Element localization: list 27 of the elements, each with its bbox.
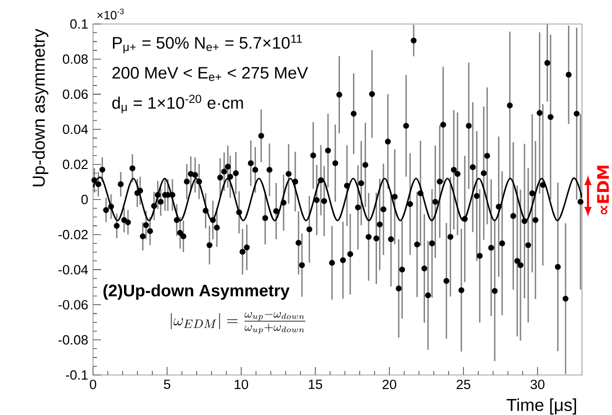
y-axis-title: Up-down asymmetry — [32, 28, 48, 186]
x-tick-label: 20 — [382, 380, 396, 390]
y-tick-label: 0.04 — [62, 124, 88, 134]
y-tick-label: -0.08 — [58, 335, 88, 345]
x-axis-title: Time [μs] — [506, 398, 576, 415]
annotation: 200 MeV < E$_{e+}$ < 275 MeV — [112, 66, 308, 82]
x-tick-label: 10 — [234, 380, 248, 390]
y-tick-label: 0.08 — [62, 54, 88, 64]
annotation: P$_{μ+}$ = 50% N$_{e+}$ = 5.7×10$^{11}$ — [112, 34, 302, 54]
y-tick-label: -0.02 — [58, 230, 88, 240]
x-tick-label: 5 — [164, 380, 170, 389]
text: ∝EDM — [597, 166, 609, 214]
y-tick-label: 0 — [81, 194, 88, 204]
y-tick-label: 0.1 — [70, 19, 88, 29]
x-tick-label: 30 — [530, 380, 544, 390]
x-tick-label: 0 — [90, 380, 96, 390]
y-tick-label: 0.02 — [62, 160, 88, 170]
y-tick-label: 0.06 — [62, 89, 88, 99]
text: ×10$^{-3}$ — [97, 8, 124, 20]
y-tick-label: -0.1 — [66, 370, 88, 380]
y-tick-label: -0.06 — [58, 300, 88, 310]
x-tick-label: 15 — [308, 380, 322, 389]
annotation: d$_{μ}$ = 1×10$^{-20}$ e·cm — [112, 94, 243, 114]
annotation: $|\omega_{EDM}| = \frac{\omega_{up} - \omega_{down}}{\omega_{up} + \omega_{down}}$ — [170, 312, 306, 334]
annotation: (2)Up-down Asymmetry — [103, 284, 290, 300]
x-tick-label: 25 — [456, 380, 470, 390]
y-tick-label: -0.04 — [58, 264, 88, 274]
